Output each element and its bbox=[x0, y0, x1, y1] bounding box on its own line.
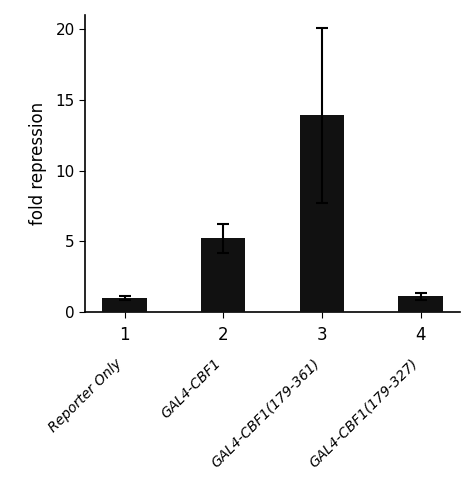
Y-axis label: fold repression: fold repression bbox=[29, 102, 47, 225]
Text: GAL4-CBF1(179-361): GAL4-CBF1(179-361) bbox=[208, 356, 322, 470]
Text: Reporter Only: Reporter Only bbox=[46, 356, 125, 435]
Bar bbox=[102, 298, 147, 312]
Text: GAL4-CBF1(179-327): GAL4-CBF1(179-327) bbox=[307, 356, 420, 470]
Text: GAL4-CBF1: GAL4-CBF1 bbox=[158, 356, 223, 422]
Bar bbox=[300, 115, 344, 312]
Bar bbox=[398, 296, 443, 312]
Bar bbox=[201, 238, 246, 312]
